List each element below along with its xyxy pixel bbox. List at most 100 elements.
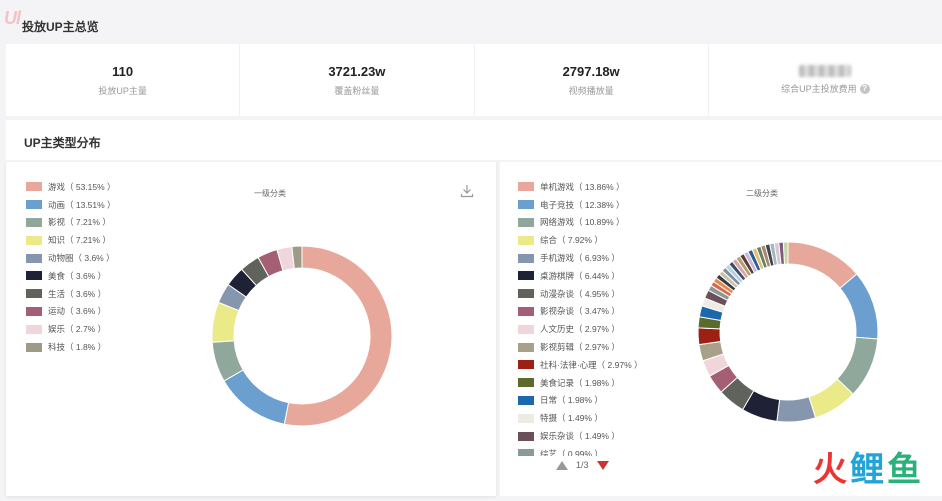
legend-swatch: [518, 306, 534, 316]
corner-logo: Ul: [4, 8, 21, 28]
legend-swatch: [26, 306, 42, 316]
donut-slice[interactable]: [291, 245, 303, 269]
legend-label: 知识（ 7.21% ）: [48, 235, 111, 246]
legend-item[interactable]: 影视杂谈（ 3.47% ）: [518, 303, 643, 321]
stat-label: 覆盖粉丝量: [334, 85, 380, 96]
legend-swatch: [26, 271, 42, 281]
legend-label: 社科·法律·心理（ 2.97% ）: [540, 359, 643, 370]
donut-slice[interactable]: [787, 241, 858, 289]
legend-item[interactable]: 人文历史（ 2.97% ）: [518, 320, 643, 338]
legend-item[interactable]: 动漫杂谈（ 4.95% ）: [518, 285, 643, 303]
chart-legend-secondary: 单机游戏（ 13.86% ） 电子竞技（ 12.38% ） 网络游戏（ 10.89%…: [518, 178, 643, 456]
donut-slice[interactable]: [283, 245, 393, 427]
donut-slice[interactable]: [776, 396, 817, 423]
legend-swatch: [518, 324, 534, 334]
donut-chart-secondary: [697, 241, 879, 423]
chart-title: 一级分类: [254, 189, 286, 198]
legend-item[interactable]: 综合（ 7.92% ）: [518, 231, 643, 249]
pager-prev-icon[interactable]: [556, 460, 568, 470]
watermark-char: 火: [813, 451, 850, 489]
legend-label: 桌游棋牌（ 6.44% ）: [540, 270, 620, 281]
type-section-header: UP主类型分布: [6, 120, 942, 160]
legend-swatch: [518, 378, 534, 388]
legend-item[interactable]: 美食（ 3.6% ）: [26, 267, 116, 285]
stat-label-row: 综合UP主投放费用 ?: [781, 82, 870, 95]
section-title-types: UP主类型分布: [24, 136, 101, 150]
blurred-value: [799, 65, 852, 77]
legend-label: 娱乐杂谈（ 1.49% ）: [540, 431, 620, 442]
legend-label: 影视剪辑（ 2.97% ）: [540, 342, 620, 353]
legend-item[interactable]: 日常（ 1.98% ）: [518, 392, 643, 410]
stat-value: 3721.23w: [328, 63, 386, 79]
legend-item[interactable]: 游戏（ 53.15% ）: [26, 178, 116, 196]
legend-swatch: [518, 449, 534, 456]
legend-label: 娱乐（ 2.7% ）: [48, 324, 107, 335]
donut-slice[interactable]: [839, 273, 879, 340]
legend-swatch: [518, 200, 534, 210]
stats-card: 110 投放UP主量 3721.23w 覆盖粉丝量 2797.18w 视频播放量…: [6, 44, 942, 116]
legend-item[interactable]: 科技（ 1.8% ）: [26, 338, 116, 356]
legend-pager: 1/3: [556, 460, 609, 470]
legend-swatch: [518, 217, 534, 227]
legend-swatch: [518, 431, 534, 441]
legend-swatch: [26, 253, 42, 263]
stat-label: 综合UP主投放费用: [781, 84, 857, 94]
donut-slice[interactable]: [782, 241, 789, 265]
legend-item[interactable]: 运动（ 3.6% ）: [26, 303, 116, 321]
legend-label: 日常（ 1.98% ）: [540, 395, 603, 406]
legend-item[interactable]: 桌游棋牌（ 6.44% ）: [518, 267, 643, 285]
legend-swatch: [518, 182, 534, 192]
legend-label: 游戏（ 53.15% ）: [48, 181, 116, 192]
legend-swatch: [26, 217, 42, 227]
pager-next-icon[interactable]: [596, 460, 609, 470]
legend-label: 单机游戏（ 13.86% ）: [540, 181, 625, 192]
legend-swatch: [518, 342, 534, 352]
legend-label: 电子竞技（ 12.38% ）: [540, 199, 625, 210]
stat-label: 投放UP主量: [98, 85, 147, 96]
legend-label: 动物圈（ 3.6% ）: [48, 253, 115, 264]
donut-slice[interactable]: [697, 327, 722, 346]
legend-item[interactable]: 娱乐（ 2.7% ）: [26, 320, 116, 338]
legend-item[interactable]: 特摄（ 1.49% ）: [518, 409, 643, 427]
question-circle-icon[interactable]: ?: [859, 83, 870, 94]
legend-swatch: [26, 324, 42, 334]
stat-value: 110: [112, 63, 134, 79]
legend-item[interactable]: 电子竞技（ 12.38% ）: [518, 196, 643, 214]
watermark-char: 鱼: [887, 451, 924, 489]
legend-item[interactable]: 知识（ 7.21% ）: [26, 231, 116, 249]
legend-label: 美食（ 3.6% ）: [48, 270, 107, 281]
legend-item[interactable]: 动画（ 13.51% ）: [26, 196, 116, 214]
legend-swatch: [26, 289, 42, 299]
legend-item[interactable]: 单机游戏（ 13.86% ）: [518, 178, 643, 196]
legend-swatch: [518, 235, 534, 245]
legend-swatch: [518, 395, 534, 405]
legend-label: 综艺（ 0.99% ）: [540, 448, 603, 456]
legend-label: 动漫杂谈（ 4.95% ）: [540, 288, 620, 299]
legend-item[interactable]: 美食记录（ 1.98% ）: [518, 374, 643, 392]
legend-swatch: [518, 253, 534, 263]
donut-slice[interactable]: [223, 369, 290, 425]
stat-label: 视频播放量: [568, 85, 614, 96]
legend-label: 动画（ 13.51% ）: [48, 199, 116, 210]
legend-label: 运动（ 3.6% ）: [48, 306, 107, 317]
legend-item[interactable]: 生活（ 3.6% ）: [26, 285, 116, 303]
legend-item[interactable]: 社科·法律·心理（ 2.97% ）: [518, 356, 643, 374]
legend-item[interactable]: 娱乐杂谈（ 1.49% ）: [518, 427, 643, 445]
legend-swatch: [26, 342, 42, 352]
legend-label: 美食记录（ 1.98% ）: [540, 377, 620, 388]
legend-swatch: [518, 271, 534, 281]
download-icon[interactable]: [460, 184, 474, 198]
legend-item[interactable]: 手机游戏（ 6.93% ）: [518, 249, 643, 267]
legend-swatch: [518, 289, 534, 299]
legend-item[interactable]: 影视剪辑（ 2.97% ）: [518, 338, 643, 356]
legend-label: 影视杂谈（ 3.47% ）: [540, 306, 620, 317]
legend-item[interactable]: 网络游戏（ 10.89% ）: [518, 214, 643, 232]
legend-item[interactable]: 影视（ 7.21% ）: [26, 214, 116, 232]
legend-swatch: [26, 200, 42, 210]
legend-swatch: [518, 360, 534, 370]
legend-item[interactable]: 综艺（ 0.99% ）: [518, 445, 643, 456]
watermark-logo: 火鲤鱼: [813, 442, 924, 491]
legend-item[interactable]: 动物圈（ 3.6% ）: [26, 249, 116, 267]
legend-label: 手机游戏（ 6.93% ）: [540, 253, 620, 264]
legend-label: 特摄（ 1.49% ）: [540, 413, 603, 424]
